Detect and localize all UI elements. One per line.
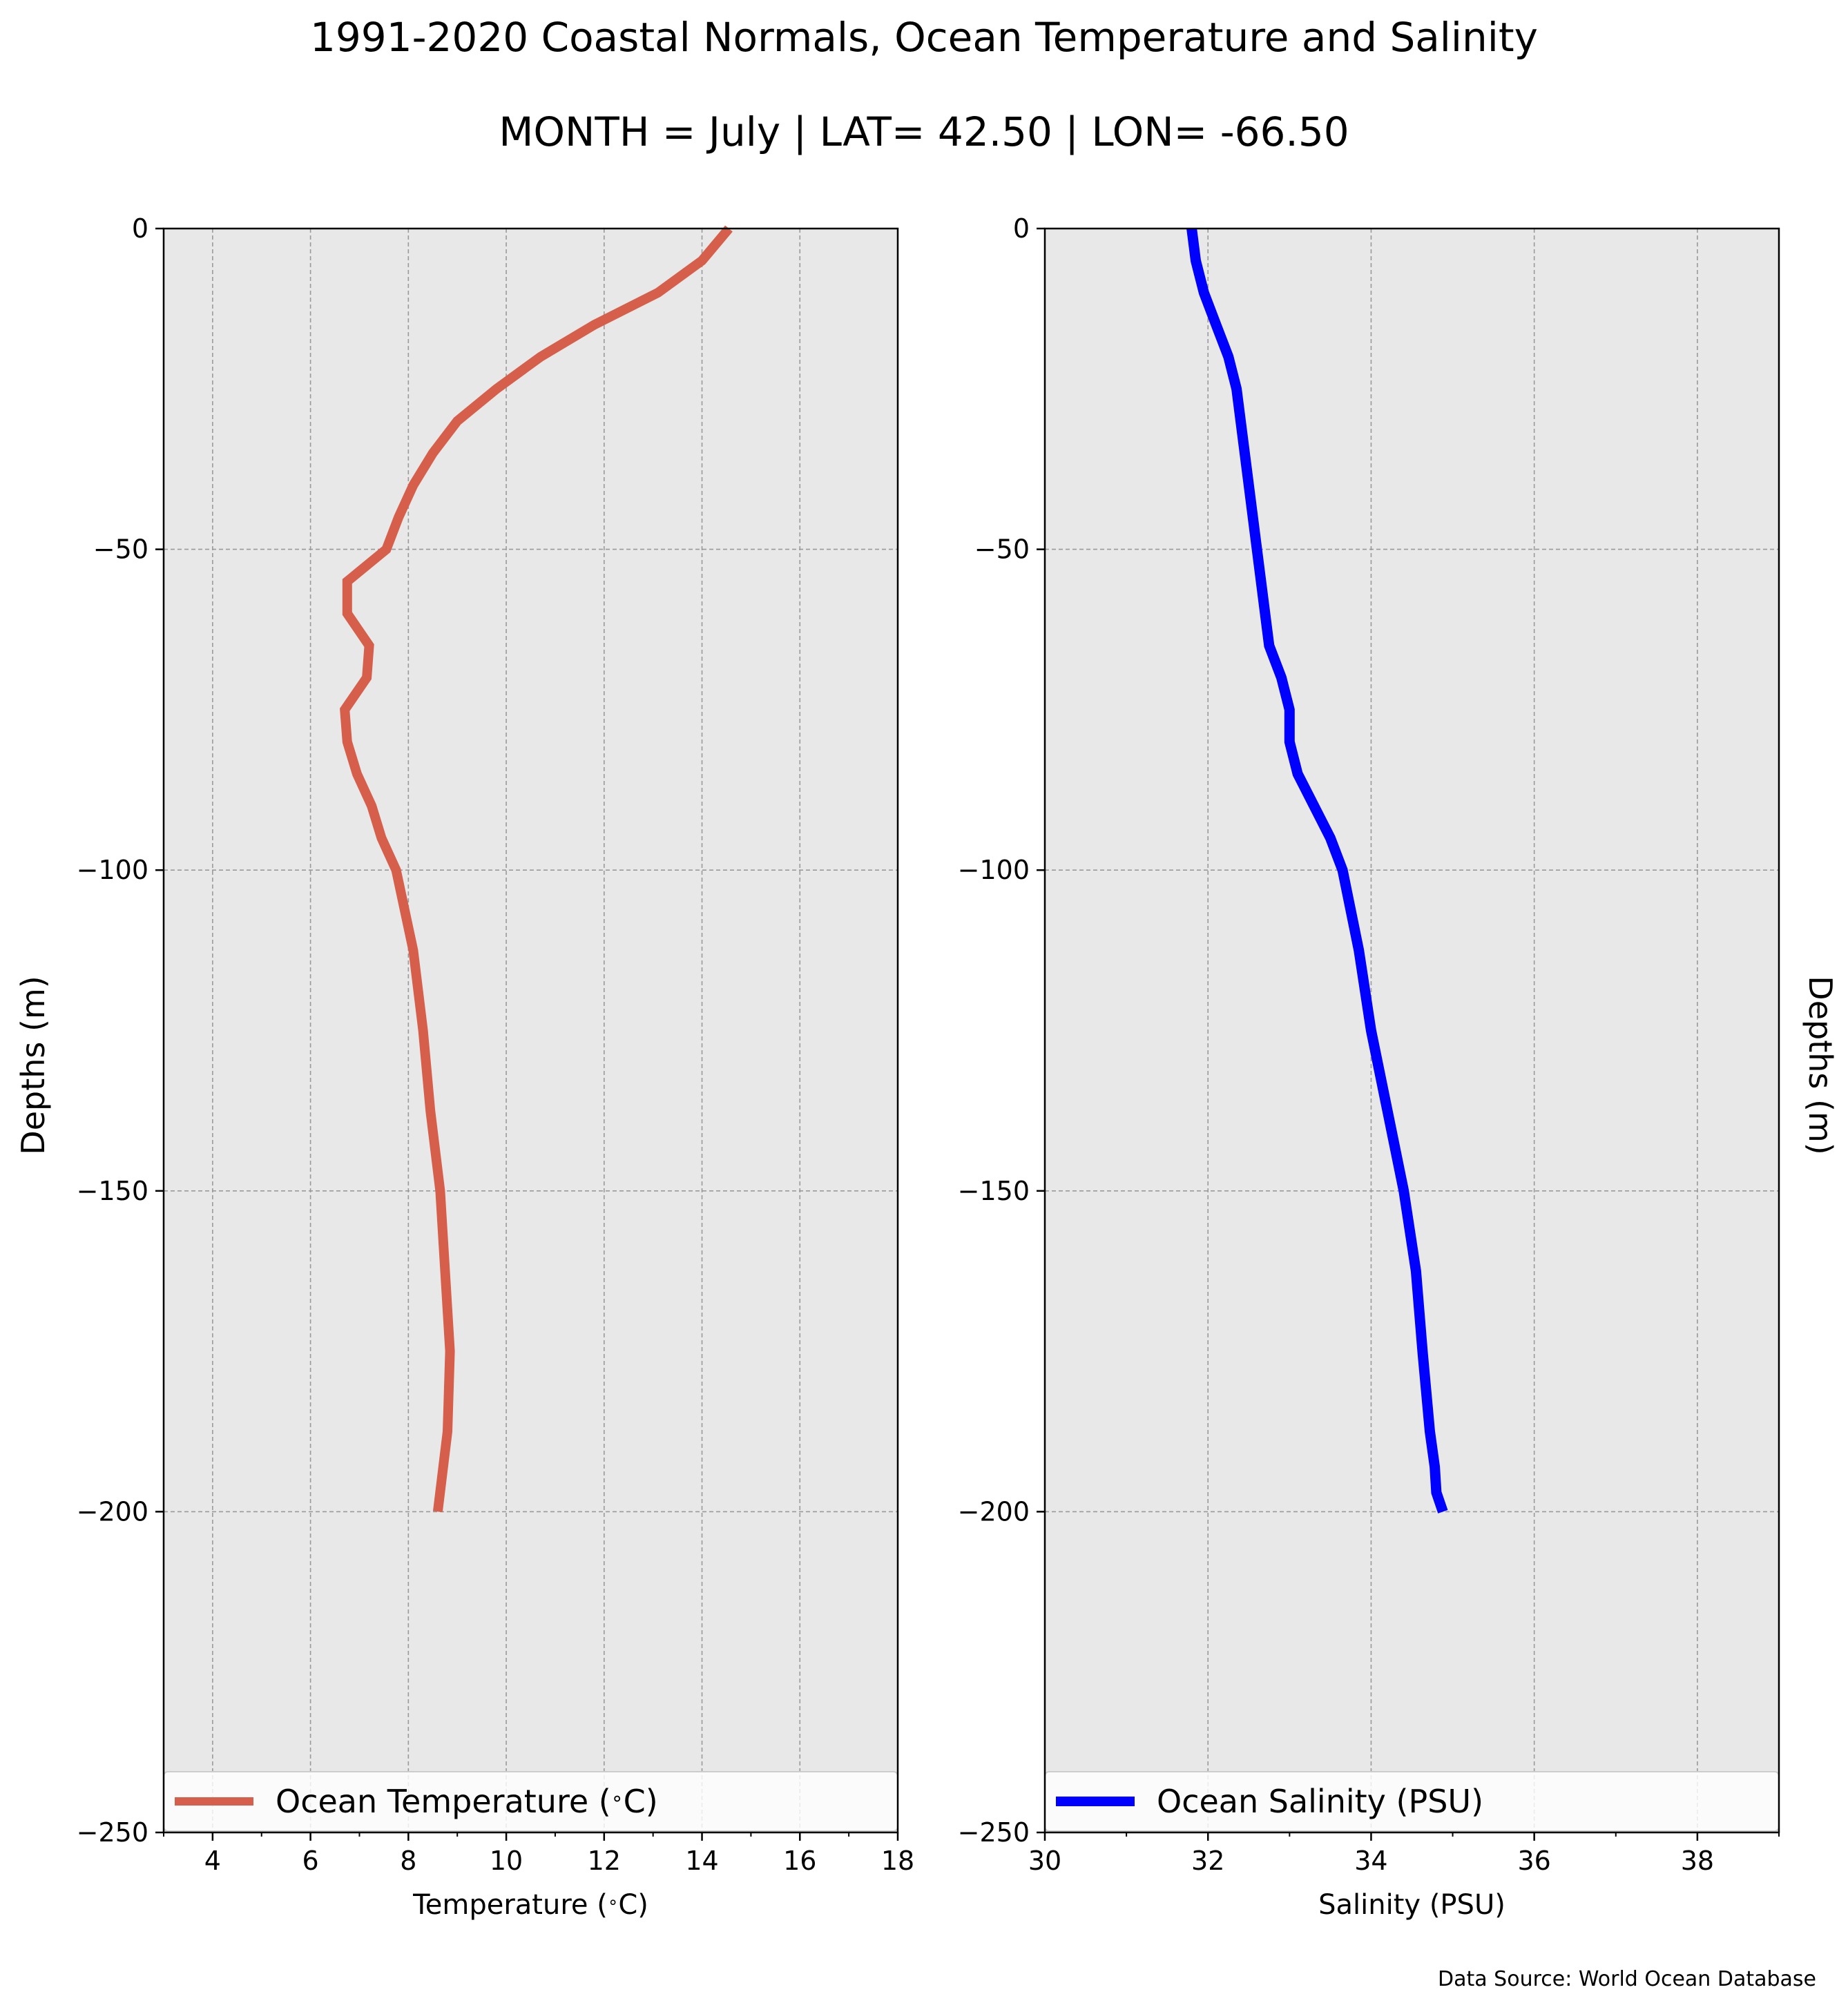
x-tick-label: 38 — [1681, 1846, 1714, 1876]
x-tick-label: 10 — [490, 1846, 523, 1876]
x-tick-label: 12 — [588, 1846, 621, 1876]
x-tick-label: 14 — [685, 1846, 718, 1876]
y-tick-label: −250 — [77, 1817, 148, 1848]
series-line — [340, 225, 733, 1513]
y-tick-label: −50 — [93, 534, 148, 565]
x-tick-label: 4 — [204, 1846, 221, 1876]
y-tick-label: −150 — [958, 1176, 1030, 1206]
x-tick-label: 18 — [881, 1846, 914, 1876]
plot-background — [1045, 229, 1779, 1832]
x-tick-label: 8 — [400, 1846, 416, 1876]
right-y-axis-label: Depths (m) — [1802, 976, 1839, 1154]
x-tick-label: 34 — [1354, 1846, 1387, 1876]
axes-frame — [162, 227, 899, 1834]
series-line — [1186, 228, 1448, 1513]
y-tick-label: −100 — [958, 855, 1030, 885]
legend: Ocean Salinity (PSU) — [1044, 1771, 1780, 1832]
y-tick-label: −100 — [77, 855, 148, 885]
chart-title: 1991-2020 Coastal Normals, Ocean Tempera… — [310, 14, 1538, 61]
y-tick-label: −200 — [77, 1496, 148, 1527]
legend-label: Ocean Temperature (∘C) — [276, 1783, 658, 1820]
plot-background — [164, 229, 898, 1832]
legend-label: Ocean Salinity (PSU) — [1157, 1783, 1483, 1820]
chart-subtitle: MONTH = July | LAT= 42.50 | LON= -66.50 — [499, 108, 1349, 155]
data-source-note: Data Source: World Ocean Database — [1438, 1967, 1816, 1991]
salinity-panel: Ocean Salinity (PSU) 30 32 34 36 38 0 −50 −100 −1… — [958, 213, 1780, 1921]
x-axis-label: Temperature (∘C) — [412, 1889, 648, 1921]
legend: Ocean Temperature (∘C) — [163, 1771, 898, 1832]
temperature-panel: Ocean Temperature (∘C) 4 6 8 10 12 14 16 18 0 −50 −… — [77, 213, 915, 1921]
y-tick-label: −200 — [958, 1496, 1030, 1527]
x-tick-label: 36 — [1517, 1846, 1550, 1876]
y-tick-label: 0 — [1013, 213, 1030, 244]
x-tick-label: 6 — [302, 1846, 319, 1876]
y-tick-label: −150 — [77, 1176, 148, 1206]
x-tick-label: 16 — [783, 1846, 816, 1876]
y-tick-label: −250 — [958, 1817, 1030, 1848]
axes-frame — [1043, 227, 1780, 1834]
y-tick-label: 0 — [132, 213, 148, 244]
x-tick-label: 32 — [1191, 1846, 1224, 1876]
y-tick-label: −50 — [974, 534, 1030, 565]
x-axis-label: Salinity (PSU) — [1318, 1889, 1505, 1921]
left-y-axis-label: Depths (m) — [15, 976, 52, 1154]
x-tick-label: 30 — [1028, 1846, 1061, 1876]
